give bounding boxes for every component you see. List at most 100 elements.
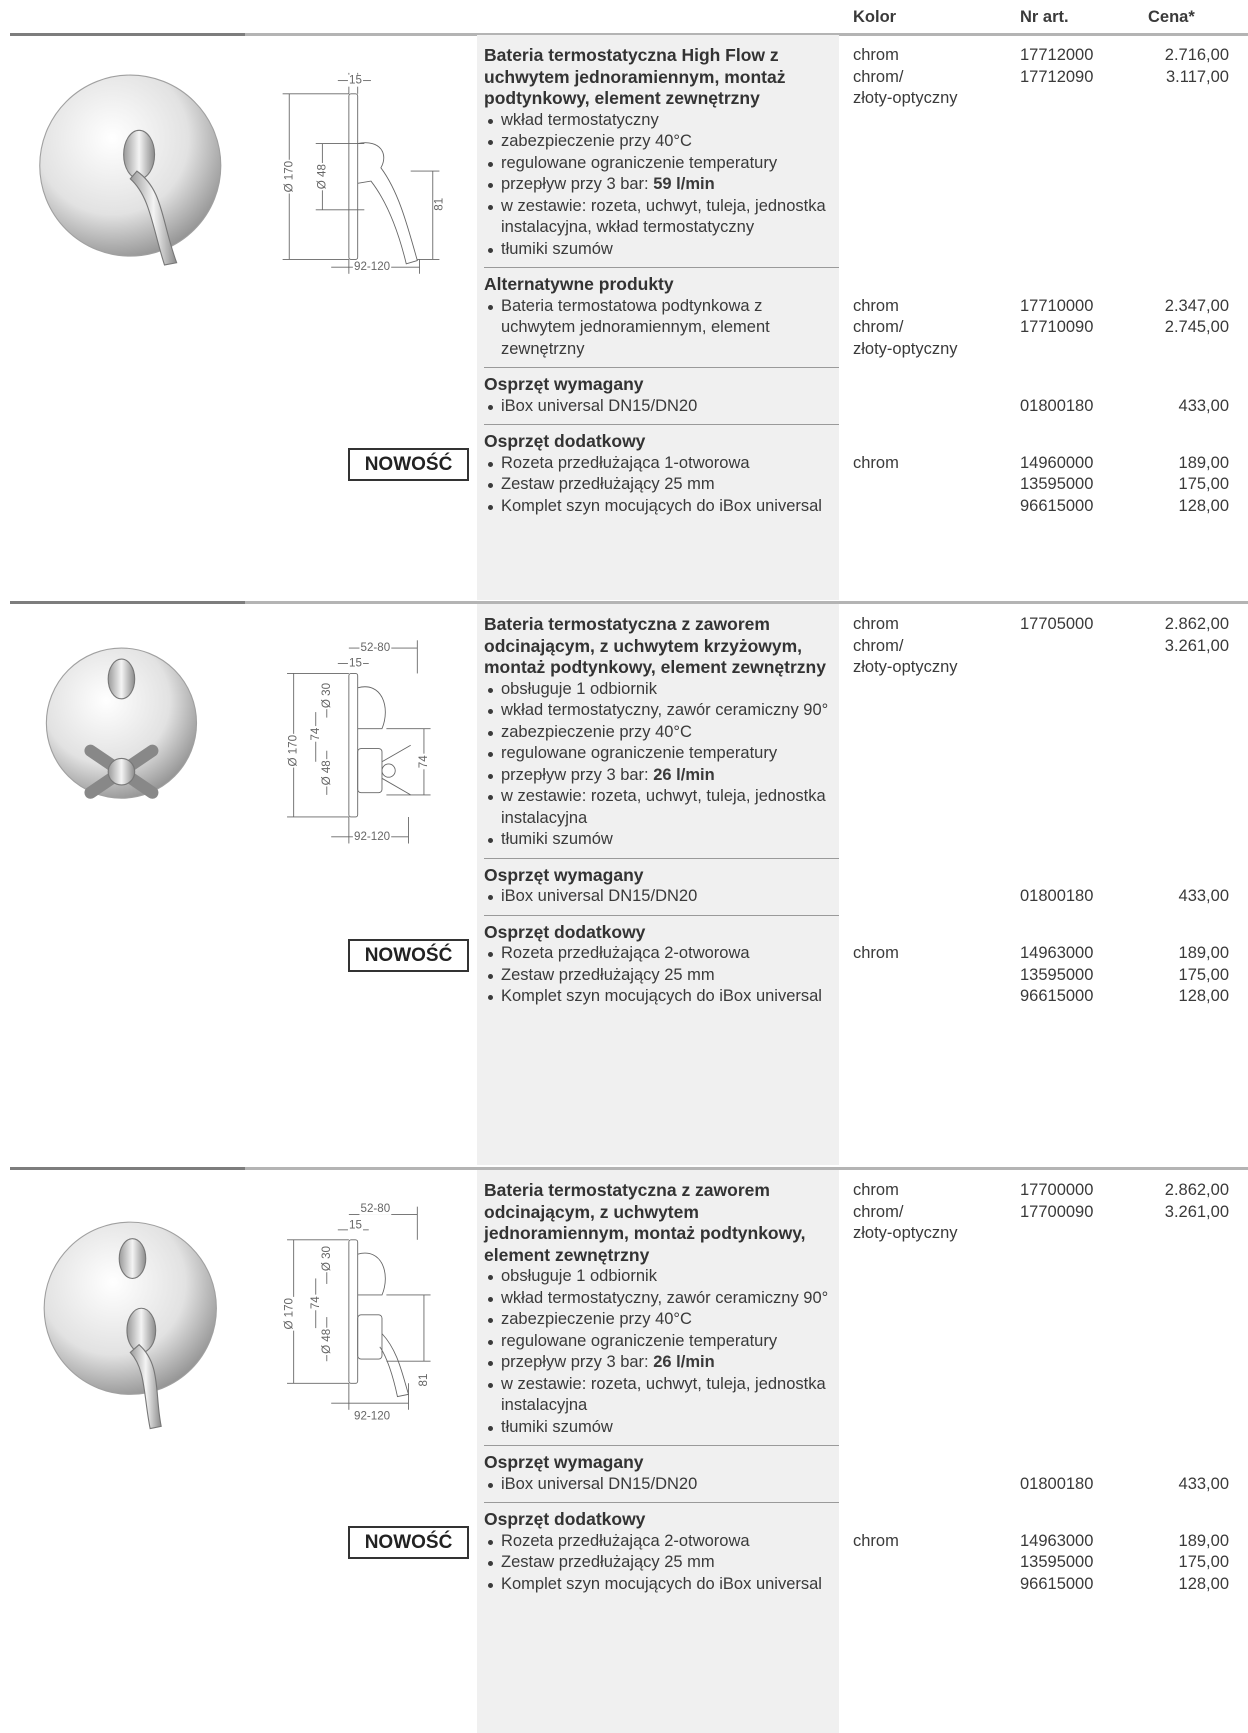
dimension-label: Ø 48 [321, 1329, 333, 1354]
price: 2.862,00 [1164, 615, 1229, 633]
code-cell: 14960000 [1020, 453, 1130, 475]
price-cell: 2.347,00 2.745,00 [1130, 296, 1229, 361]
label-background [320, 759, 333, 787]
plate [348, 93, 359, 260]
dimension-label: Ø 48 [321, 760, 333, 785]
item-row: iBox universal DN15/DN20 01800180 433,00 [0, 886, 1248, 908]
group: Osprzęt dodatkowy NOWOŚĆ Rozeta przedłużaj… [0, 1502, 1248, 1595]
item-row: Rozeta przedłużająca 2-otworowa chrom 1496… [0, 943, 1248, 965]
color-cell: chrom [853, 453, 1020, 475]
color: złoty-optyczny [853, 339, 958, 358]
color: złoty-optyczny [853, 658, 958, 676]
price: 2.745,00 [1164, 318, 1229, 336]
label-background [352, 1410, 392, 1423]
bullet-text: wkład termostatyczny, zawór ceramiczny 9… [501, 701, 829, 719]
bullet: wkład termostatyczny, zawór ceramiczny 9… [484, 1288, 833, 1310]
price-cell: 433,00 [1130, 1474, 1229, 1496]
item-row: Bateria termostatowa podtynkowa z uchwyt… [0, 296, 1248, 361]
item-description: iBox universal DN15/DN20 [484, 1474, 833, 1496]
bullet: przepływ przy 3 bar: 59 l/min [484, 174, 833, 196]
dimension-label: Ø 48 [316, 164, 328, 189]
color-cell [853, 496, 1020, 518]
article-number: 14963000 [1020, 944, 1094, 962]
group: Osprzęt wymagany iBox universal DN15/DN20… [0, 857, 1248, 908]
product-section: Bateria termostatyczna z zaworem odcinaj… [0, 1170, 1248, 1733]
bullet-text: zabezpieczenie przy 40°C [501, 722, 692, 741]
item-row: Rozeta przedłużająca 2-otworowa chrom 1496… [0, 1531, 1248, 1553]
photos [39, 74, 222, 1430]
price: 3.261,00 [1164, 636, 1229, 655]
price: 3.117,00 [1165, 67, 1229, 86]
bullet: regulowane ograniczenie temperatury [484, 1331, 833, 1353]
code-cell: 96615000 [1020, 1574, 1130, 1596]
dimension-label: 74 [310, 727, 322, 740]
price: 128,00 [1178, 496, 1229, 515]
price: 433,00 [1178, 1474, 1229, 1493]
dimension-label: 52-80 [361, 1203, 391, 1215]
group: Osprzęt dodatkowy NOWOŚĆ Rozeta przedłużaj… [0, 424, 1248, 517]
dimension-label: 74 [418, 755, 430, 768]
item-description: Komplet szyn mocujących do iBox universa… [484, 496, 833, 518]
item-description: Zestaw przedłużający 25 mm [484, 474, 833, 496]
bullet: tłumiki szumów [484, 239, 833, 261]
bullet-text: wkład termostatyczny, zawór ceramiczny 9… [501, 1288, 829, 1307]
dimension-label: Ø 30 [321, 1246, 333, 1271]
group: Osprzęt wymagany iBox universal DN15/DN20… [0, 367, 1248, 417]
bullet: w zestawie: rozeta, uchwyt, tuleja, jedn… [484, 196, 833, 239]
item-text: Komplet szyn mocujących do iBox universa… [484, 1574, 833, 1596]
price-cell: 189,00 [1130, 943, 1229, 965]
bullet: regulowane ograniczenie temperatury [484, 153, 833, 175]
panel [477, 604, 839, 1165]
description: Bateria termostatyczna High Flow z uchwy… [484, 45, 833, 260]
dimension-label: 92-120 [354, 831, 390, 843]
group: Alternatywne produkty Bateria termostatow… [0, 267, 1248, 360]
article-number: 17700090 [1020, 1202, 1094, 1221]
content: Bateria termostatyczna z zaworem odcinaj… [0, 604, 1248, 1008]
color-cell [853, 886, 1020, 908]
color: chrom/ [853, 1202, 904, 1221]
color: chrom/ [853, 636, 904, 655]
bullet-text: w zestawie: rozeta, uchwyt, tuleja, jedn… [501, 787, 826, 827]
section-rule [10, 601, 1248, 604]
body-outline [357, 1314, 383, 1360]
price: 433,00 [1178, 887, 1229, 905]
color-cell: chrom chrom/złoty-optyczny [853, 45, 1020, 260]
drawing-line [381, 744, 411, 763]
price: 175,00 [1178, 475, 1229, 493]
label-background [316, 162, 329, 191]
lever [129, 170, 178, 266]
article-number: 17710090 [1020, 318, 1094, 336]
price: 175,00 [1178, 1553, 1229, 1571]
label-background [417, 753, 430, 770]
color-cell [853, 965, 1020, 987]
group-header: Osprzęt wymagany [0, 1452, 1248, 1474]
label-background [359, 642, 392, 655]
bullet: tłumiki szumów [484, 829, 833, 851]
color-cell [853, 1574, 1020, 1596]
product-row: Bateria termostatyczna z zaworem odcinaj… [0, 614, 1248, 851]
content: Bateria termostatyczna z zaworem odcinaj… [0, 1170, 1248, 1595]
code-cell: 13595000 [1020, 1552, 1130, 1574]
label-background [352, 261, 392, 274]
group-title: Osprzęt dodatkowy [484, 1509, 646, 1529]
product-section: Bateria termostatyczna z zaworem odcinaj… [0, 604, 1248, 1165]
handle-outline [357, 142, 418, 265]
price: 433,00 [1178, 396, 1229, 415]
color-cell [853, 986, 1020, 1008]
code-cell: 96615000 [1020, 986, 1130, 1008]
item-description: Rozeta przedłużająca 1-otworowa [484, 453, 833, 475]
color: złoty-optyczny [853, 89, 958, 107]
item-text: iBox universal DN15/DN20 [484, 1474, 833, 1496]
item-text: Rozeta przedłużająca 1-otworowa [484, 453, 833, 475]
color-cell: chrom [853, 1531, 1020, 1553]
article-number: 96615000 [1020, 987, 1094, 1005]
bullet-text: regulowane ograniczenie temperatury [501, 1331, 778, 1350]
item-row: iBox universal DN15/DN20 01800180 433,00 [0, 396, 1248, 418]
item-text: iBox universal DN15/DN20 [484, 396, 833, 418]
article-number: 01800180 [1020, 396, 1094, 415]
color: chrom/ [853, 318, 904, 336]
badge: NOWOŚĆ [348, 938, 469, 972]
item-description: iBox universal DN15/DN20 [484, 886, 833, 908]
bullet: wkład termostatyczny [484, 110, 833, 132]
bullet-text: tłumiki szumów [501, 239, 613, 258]
